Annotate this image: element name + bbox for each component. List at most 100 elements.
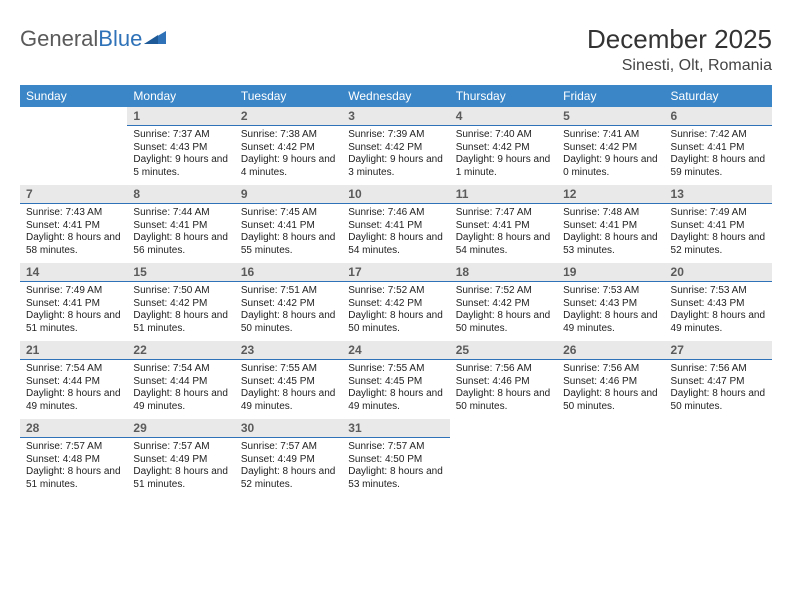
sunset-text: Sunset: 4:42 PM bbox=[456, 298, 551, 311]
daylight-text: Daylight: 8 hours and 54 minutes. bbox=[348, 232, 443, 257]
sunrise-text: Sunrise: 7:41 AM bbox=[563, 129, 658, 142]
sunset-text: Sunset: 4:41 PM bbox=[671, 220, 766, 233]
sunset-text: Sunset: 4:50 PM bbox=[348, 454, 443, 467]
calendar-cell: 31Sunrise: 7:57 AMSunset: 4:50 PMDayligh… bbox=[342, 419, 449, 497]
daylight-text: Daylight: 8 hours and 51 minutes. bbox=[26, 466, 121, 491]
calendar-cell: 24Sunrise: 7:55 AMSunset: 4:45 PMDayligh… bbox=[342, 341, 449, 419]
day-body: Sunrise: 7:49 AMSunset: 4:41 PMDaylight:… bbox=[665, 204, 772, 263]
calendar-cell: 19Sunrise: 7:53 AMSunset: 4:43 PMDayligh… bbox=[557, 263, 664, 341]
daylight-text: Daylight: 9 hours and 4 minutes. bbox=[241, 154, 336, 179]
calendar-cell: 15Sunrise: 7:50 AMSunset: 4:42 PMDayligh… bbox=[127, 263, 234, 341]
day-number: 26 bbox=[557, 341, 664, 360]
day-number: 9 bbox=[235, 185, 342, 204]
calendar-week: 7Sunrise: 7:43 AMSunset: 4:41 PMDaylight… bbox=[20, 185, 772, 263]
location-label: Sinesti, Olt, Romania bbox=[587, 57, 772, 75]
day-number: 21 bbox=[20, 341, 127, 360]
sunset-text: Sunset: 4:42 PM bbox=[241, 142, 336, 155]
sunrise-text: Sunrise: 7:49 AM bbox=[671, 207, 766, 220]
sunset-text: Sunset: 4:44 PM bbox=[133, 376, 228, 389]
day-body: Sunrise: 7:55 AMSunset: 4:45 PMDaylight:… bbox=[235, 360, 342, 419]
sunset-text: Sunset: 4:42 PM bbox=[348, 298, 443, 311]
day-body: Sunrise: 7:47 AMSunset: 4:41 PMDaylight:… bbox=[450, 204, 557, 263]
sunrise-text: Sunrise: 7:51 AM bbox=[241, 285, 336, 298]
sunrise-text: Sunrise: 7:40 AM bbox=[456, 129, 551, 142]
day-body: Sunrise: 7:57 AMSunset: 4:48 PMDaylight:… bbox=[20, 438, 127, 497]
calendar-cell: 18Sunrise: 7:52 AMSunset: 4:42 PMDayligh… bbox=[450, 263, 557, 341]
sunrise-text: Sunrise: 7:55 AM bbox=[348, 363, 443, 376]
title-block: December 2025 Sinesti, Olt, Romania bbox=[587, 24, 772, 75]
sunset-text: Sunset: 4:42 PM bbox=[456, 142, 551, 155]
calendar-cell: 7Sunrise: 7:43 AMSunset: 4:41 PMDaylight… bbox=[20, 185, 127, 263]
day-body: Sunrise: 7:38 AMSunset: 4:42 PMDaylight:… bbox=[235, 126, 342, 185]
sunset-text: Sunset: 4:45 PM bbox=[241, 376, 336, 389]
daylight-text: Daylight: 8 hours and 54 minutes. bbox=[456, 232, 551, 257]
calendar-cell: 17Sunrise: 7:52 AMSunset: 4:42 PMDayligh… bbox=[342, 263, 449, 341]
day-header: Thursday bbox=[450, 85, 557, 107]
day-number: 11 bbox=[450, 185, 557, 204]
daylight-text: Daylight: 9 hours and 3 minutes. bbox=[348, 154, 443, 179]
daylight-text: Daylight: 8 hours and 56 minutes. bbox=[133, 232, 228, 257]
day-body: Sunrise: 7:43 AMSunset: 4:41 PMDaylight:… bbox=[20, 204, 127, 263]
calendar-cell bbox=[20, 107, 127, 185]
sunrise-text: Sunrise: 7:47 AM bbox=[456, 207, 551, 220]
calendar-week: 1Sunrise: 7:37 AMSunset: 4:43 PMDaylight… bbox=[20, 107, 772, 185]
day-body: Sunrise: 7:45 AMSunset: 4:41 PMDaylight:… bbox=[235, 204, 342, 263]
day-body: Sunrise: 7:46 AMSunset: 4:41 PMDaylight:… bbox=[342, 204, 449, 263]
day-body: Sunrise: 7:53 AMSunset: 4:43 PMDaylight:… bbox=[557, 282, 664, 341]
day-body: Sunrise: 7:52 AMSunset: 4:42 PMDaylight:… bbox=[342, 282, 449, 341]
daylight-text: Daylight: 8 hours and 51 minutes. bbox=[133, 310, 228, 335]
daylight-text: Daylight: 8 hours and 59 minutes. bbox=[671, 154, 766, 179]
daylight-text: Daylight: 9 hours and 5 minutes. bbox=[133, 154, 228, 179]
daylight-text: Daylight: 8 hours and 50 minutes. bbox=[563, 388, 658, 413]
daylight-text: Daylight: 9 hours and 0 minutes. bbox=[563, 154, 658, 179]
day-number: 15 bbox=[127, 263, 234, 282]
sunset-text: Sunset: 4:44 PM bbox=[26, 376, 121, 389]
day-body: Sunrise: 7:49 AMSunset: 4:41 PMDaylight:… bbox=[20, 282, 127, 341]
day-number: 7 bbox=[20, 185, 127, 204]
sunset-text: Sunset: 4:46 PM bbox=[563, 376, 658, 389]
calendar-cell: 23Sunrise: 7:55 AMSunset: 4:45 PMDayligh… bbox=[235, 341, 342, 419]
sunrise-text: Sunrise: 7:56 AM bbox=[563, 363, 658, 376]
sunrise-text: Sunrise: 7:46 AM bbox=[348, 207, 443, 220]
sunrise-text: Sunrise: 7:56 AM bbox=[456, 363, 551, 376]
day-number: 20 bbox=[665, 263, 772, 282]
sunset-text: Sunset: 4:41 PM bbox=[456, 220, 551, 233]
sunrise-text: Sunrise: 7:38 AM bbox=[241, 129, 336, 142]
day-number: 19 bbox=[557, 263, 664, 282]
day-header-row: Sunday Monday Tuesday Wednesday Thursday… bbox=[20, 85, 772, 107]
sunset-text: Sunset: 4:43 PM bbox=[671, 298, 766, 311]
day-number: 12 bbox=[557, 185, 664, 204]
sunrise-text: Sunrise: 7:56 AM bbox=[671, 363, 766, 376]
sunset-text: Sunset: 4:42 PM bbox=[563, 142, 658, 155]
day-body: Sunrise: 7:41 AMSunset: 4:42 PMDaylight:… bbox=[557, 126, 664, 185]
sunrise-text: Sunrise: 7:57 AM bbox=[133, 441, 228, 454]
day-body: Sunrise: 7:44 AMSunset: 4:41 PMDaylight:… bbox=[127, 204, 234, 263]
sunrise-text: Sunrise: 7:52 AM bbox=[348, 285, 443, 298]
day-header: Sunday bbox=[20, 85, 127, 107]
day-body: Sunrise: 7:57 AMSunset: 4:49 PMDaylight:… bbox=[127, 438, 234, 497]
daylight-text: Daylight: 8 hours and 50 minutes. bbox=[348, 310, 443, 335]
daylight-text: Daylight: 8 hours and 49 minutes. bbox=[241, 388, 336, 413]
day-number: 14 bbox=[20, 263, 127, 282]
daylight-text: Daylight: 8 hours and 52 minutes. bbox=[671, 232, 766, 257]
calendar-cell: 9Sunrise: 7:45 AMSunset: 4:41 PMDaylight… bbox=[235, 185, 342, 263]
calendar-cell: 8Sunrise: 7:44 AMSunset: 4:41 PMDaylight… bbox=[127, 185, 234, 263]
day-number: 5 bbox=[557, 107, 664, 126]
daylight-text: Daylight: 8 hours and 50 minutes. bbox=[456, 310, 551, 335]
daylight-text: Daylight: 9 hours and 1 minute. bbox=[456, 154, 551, 179]
sunrise-text: Sunrise: 7:44 AM bbox=[133, 207, 228, 220]
day-body: Sunrise: 7:56 AMSunset: 4:46 PMDaylight:… bbox=[450, 360, 557, 419]
calendar-table: Sunday Monday Tuesday Wednesday Thursday… bbox=[20, 85, 772, 497]
logo-part2: Blue bbox=[98, 26, 142, 52]
sunrise-text: Sunrise: 7:50 AM bbox=[133, 285, 228, 298]
sunrise-text: Sunrise: 7:57 AM bbox=[241, 441, 336, 454]
sunrise-text: Sunrise: 7:54 AM bbox=[133, 363, 228, 376]
calendar-cell: 14Sunrise: 7:49 AMSunset: 4:41 PMDayligh… bbox=[20, 263, 127, 341]
logo-triangle-icon bbox=[144, 24, 166, 50]
day-body: Sunrise: 7:54 AMSunset: 4:44 PMDaylight:… bbox=[20, 360, 127, 419]
calendar-cell: 25Sunrise: 7:56 AMSunset: 4:46 PMDayligh… bbox=[450, 341, 557, 419]
sunset-text: Sunset: 4:41 PM bbox=[671, 142, 766, 155]
calendar-cell: 6Sunrise: 7:42 AMSunset: 4:41 PMDaylight… bbox=[665, 107, 772, 185]
sunrise-text: Sunrise: 7:45 AM bbox=[241, 207, 336, 220]
day-body: Sunrise: 7:50 AMSunset: 4:42 PMDaylight:… bbox=[127, 282, 234, 341]
